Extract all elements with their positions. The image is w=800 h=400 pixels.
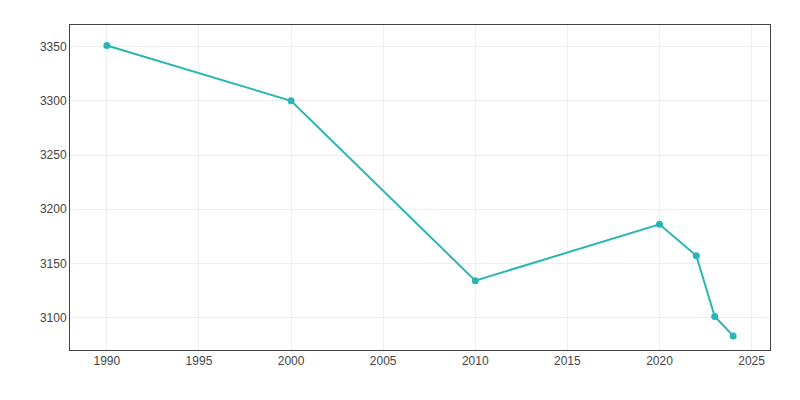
svg-text:2025: 2025 [738, 354, 765, 368]
svg-text:2000: 2000 [278, 354, 305, 368]
svg-text:3100: 3100 [40, 311, 67, 325]
svg-text:3250: 3250 [40, 148, 67, 162]
svg-text:2005: 2005 [370, 354, 397, 368]
svg-text:1995: 1995 [186, 354, 213, 368]
svg-text:3350: 3350 [40, 40, 67, 54]
svg-text:3300: 3300 [40, 94, 67, 108]
svg-text:2020: 2020 [646, 354, 673, 368]
svg-text:2010: 2010 [462, 354, 489, 368]
svg-text:3200: 3200 [40, 202, 67, 216]
svg-text:3150: 3150 [40, 257, 67, 271]
svg-text:2015: 2015 [554, 354, 581, 368]
svg-text:1990: 1990 [93, 354, 120, 368]
